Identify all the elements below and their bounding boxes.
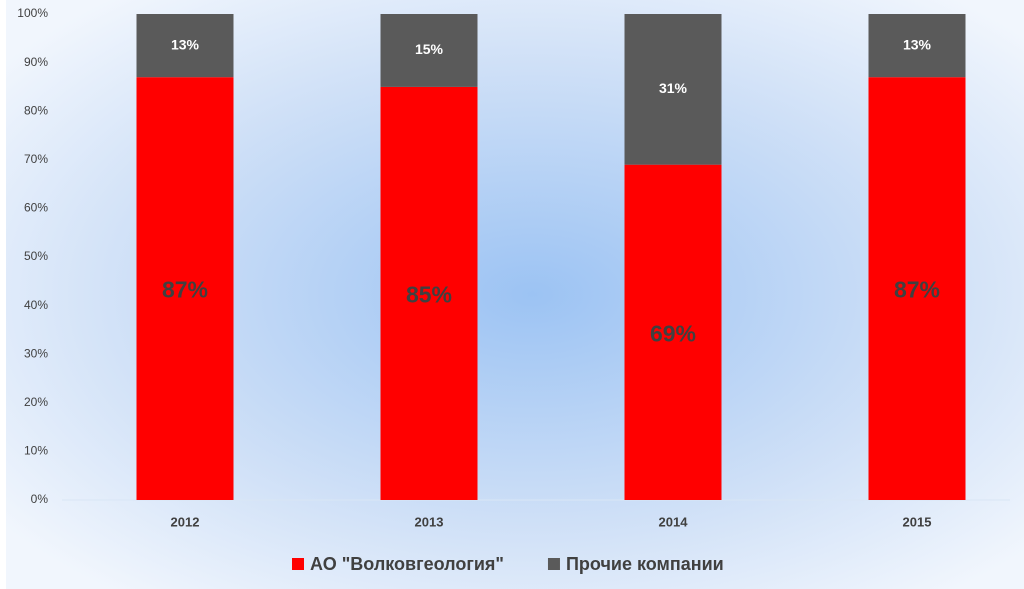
y-tick-label: 80% xyxy=(24,103,48,117)
legend-swatch xyxy=(547,558,560,570)
y-tick-label: 30% xyxy=(24,346,48,360)
y-tick-label: 70% xyxy=(24,152,48,166)
data-label: 87% xyxy=(894,277,940,303)
y-tick-label: 0% xyxy=(31,492,49,506)
bar-segment xyxy=(868,14,966,78)
legend-swatch xyxy=(292,558,304,570)
bar-segment xyxy=(136,77,234,501)
bar-segment xyxy=(624,14,722,165)
y-tick-label: 40% xyxy=(24,298,48,312)
legend-label: Прочие компании xyxy=(566,554,724,574)
data-label: 31% xyxy=(659,80,688,96)
x-tick-label: 2015 xyxy=(903,514,932,529)
bar-segment xyxy=(868,77,966,501)
y-tick-label: 20% xyxy=(24,395,48,409)
y-tick-label: 50% xyxy=(24,249,48,263)
x-tick-label: 2014 xyxy=(659,514,689,529)
x-tick-label: 2012 xyxy=(171,514,200,529)
x-tick-label: 2013 xyxy=(415,514,444,529)
data-label: 15% xyxy=(415,41,444,57)
data-label: 69% xyxy=(650,320,696,346)
y-tick-label: 10% xyxy=(24,444,48,458)
data-label: 87% xyxy=(162,277,208,303)
y-tick-label: 90% xyxy=(24,55,48,69)
bar-segment xyxy=(136,14,234,78)
bar-segment xyxy=(380,86,478,501)
data-label: 13% xyxy=(171,36,200,52)
legend-label: АО "Волковгеология" xyxy=(310,554,504,574)
bar-segment xyxy=(380,14,478,87)
bar-segment xyxy=(624,164,722,500)
data-label: 85% xyxy=(406,282,452,308)
y-tick-label: 60% xyxy=(24,201,48,215)
y-tick-label: 100% xyxy=(17,6,48,20)
data-label: 13% xyxy=(903,36,932,52)
sheet-edge xyxy=(0,0,6,589)
